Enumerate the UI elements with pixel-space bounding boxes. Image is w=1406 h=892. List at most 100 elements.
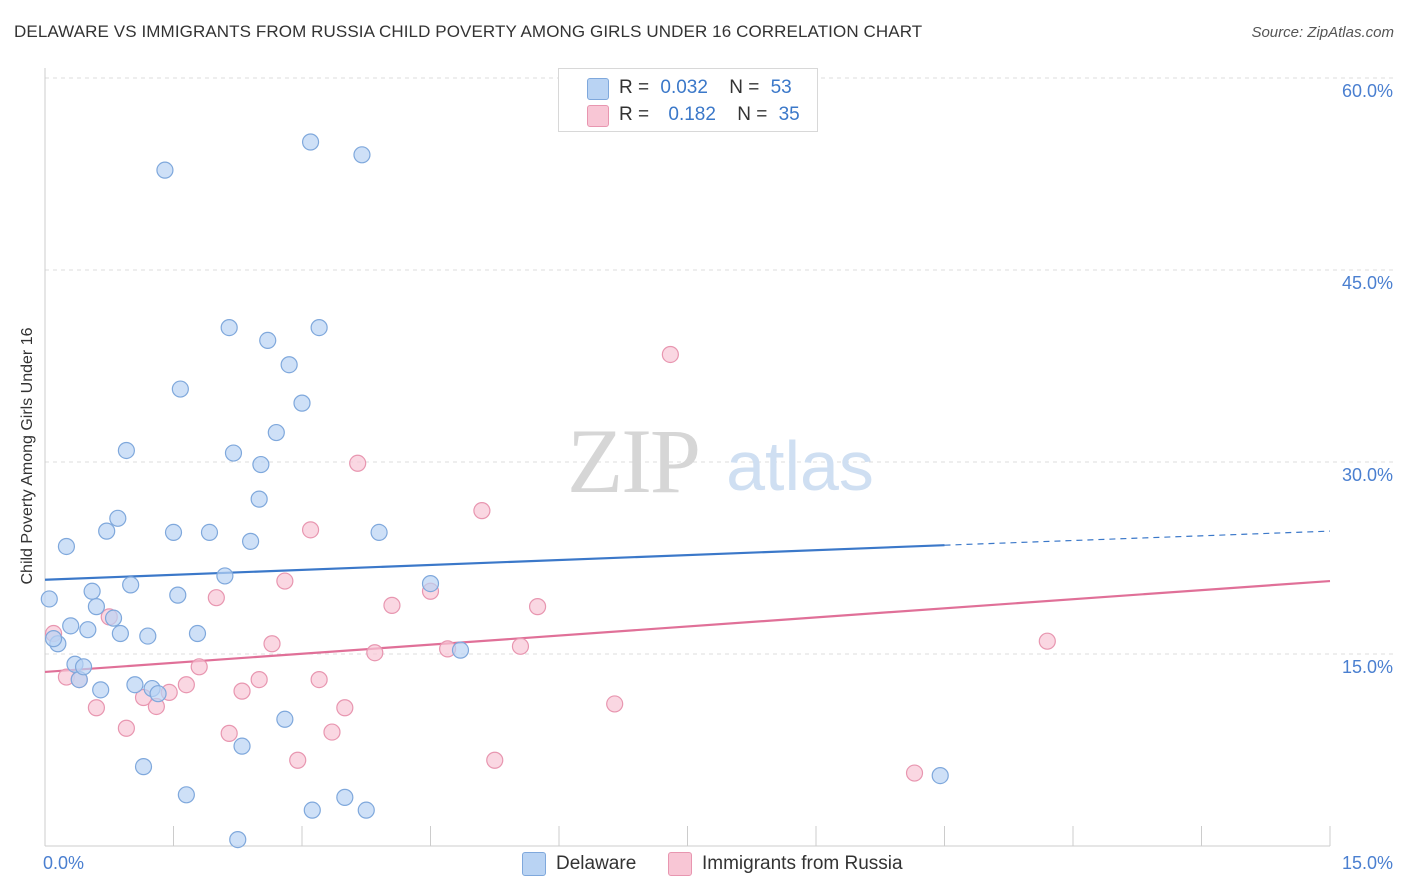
delaware-point [177, 786, 195, 804]
delaware-point [303, 801, 321, 819]
delaware-point [276, 710, 294, 728]
delaware-point [169, 586, 187, 604]
gridlines [45, 77, 1394, 655]
legend-n-value-russia: 35 [778, 104, 800, 125]
axes [44, 68, 1331, 847]
delaware-trend-extension [944, 530, 1331, 546]
delaware-point [57, 537, 76, 556]
delaware-point [188, 624, 207, 643]
delaware-point [74, 658, 93, 676]
delaware-point [98, 522, 116, 540]
delaware-point [310, 319, 328, 337]
data-points [40, 133, 1056, 849]
russia-point [473, 502, 491, 520]
russia-point [661, 345, 679, 364]
russia-point [276, 572, 294, 590]
delaware-point [171, 380, 189, 398]
russia-point [383, 596, 401, 614]
delaware-point [336, 788, 354, 806]
delaware-point [83, 582, 101, 600]
delaware-point [104, 609, 123, 627]
watermark: ZIP atlas [567, 410, 874, 512]
x-tick-label: 0.0% [43, 853, 84, 873]
russia-point [87, 699, 106, 717]
y-tick-label: 15.0% [1342, 657, 1393, 677]
russia-point [606, 695, 624, 713]
y-tick-label: 30.0% [1342, 465, 1393, 485]
delaware-point [109, 509, 127, 527]
watermark-zip: ZIP [567, 410, 699, 512]
y-axis-label: Child Poverty Among Girls Under 16 [19, 327, 36, 585]
delaware-point [242, 532, 260, 550]
delaware-point [224, 444, 243, 462]
series-swatch-delaware [522, 852, 546, 876]
russia-point [905, 764, 924, 782]
russia-point [301, 521, 320, 539]
legend-r-value-delaware: 0.032 [660, 77, 708, 98]
delaware-point [259, 331, 277, 349]
delaware-point [301, 133, 320, 151]
russia-point [207, 589, 225, 607]
watermark-atlas: atlas [726, 427, 874, 505]
russia-trend-line [44, 579, 1331, 674]
russia-point [511, 637, 530, 655]
delaware-point [134, 758, 153, 776]
russia-point [310, 670, 328, 689]
delaware-point [139, 627, 157, 645]
y-tick-label: 60.0% [1342, 81, 1393, 101]
delaware-point [92, 681, 110, 699]
delaware-point [252, 455, 270, 474]
delaware-point [117, 441, 135, 460]
legend-swatch-delaware [587, 78, 609, 100]
tick-labels: 15.0% 30.0% 45.0% 60.0% 0.0% 15.0% [43, 81, 1393, 873]
russia-point [233, 682, 251, 700]
delaware-point [40, 590, 58, 608]
legend-n-label: N = [729, 77, 760, 98]
delaware-point [421, 574, 440, 593]
legend-r-label: R = [619, 104, 650, 125]
delaware-point [931, 766, 949, 785]
chart-title: DELAWARE VS IMMIGRANTS FROM RUSSIA CHILD… [14, 22, 923, 41]
source-credit: Source: ZipAtlas.com [1251, 24, 1394, 41]
russia-point [528, 598, 547, 616]
series-label-delaware: Delaware [556, 853, 637, 874]
delaware-point [267, 423, 285, 442]
legend-n-value-delaware: 53 [770, 77, 792, 98]
delaware-trend-line [44, 544, 945, 581]
delaware-point [126, 676, 144, 694]
delaware-point [280, 356, 298, 374]
delaware-point [370, 523, 388, 542]
delaware-point [87, 598, 106, 616]
trend-lines [44, 530, 1331, 674]
legend-r-value-russia: 0.182 [668, 104, 716, 125]
legend-swatch-russia [587, 105, 609, 127]
russia-point [117, 719, 135, 737]
legend-r-label: R = [619, 77, 650, 98]
russia-point [289, 751, 307, 769]
delaware-point [233, 737, 251, 755]
russia-point [323, 723, 341, 741]
russia-point [366, 644, 384, 662]
russia-point [336, 699, 354, 717]
delaware-point [149, 685, 167, 703]
russia-point [250, 670, 268, 689]
series-swatch-russia [668, 852, 692, 876]
delaware-point [200, 523, 219, 542]
delaware-point [44, 630, 63, 648]
y-tick-label: 45.0% [1342, 273, 1393, 293]
legend-n-label: N = [737, 104, 768, 125]
russia-point [220, 724, 238, 742]
russia-point [1038, 632, 1056, 650]
delaware-point [111, 624, 129, 643]
russia-point [486, 751, 504, 769]
delaware-point [164, 523, 183, 542]
delaware-point [250, 490, 268, 508]
delaware-point [79, 621, 97, 639]
delaware-point [220, 319, 238, 337]
russia-point [190, 658, 208, 676]
series-label-russia: Immigrants from Russia [702, 853, 903, 874]
russia-point [349, 454, 367, 472]
correlation-legend: R = 0.032 N = 53 R = 0.182 N = 35 [558, 68, 818, 132]
delaware-point [293, 394, 311, 412]
